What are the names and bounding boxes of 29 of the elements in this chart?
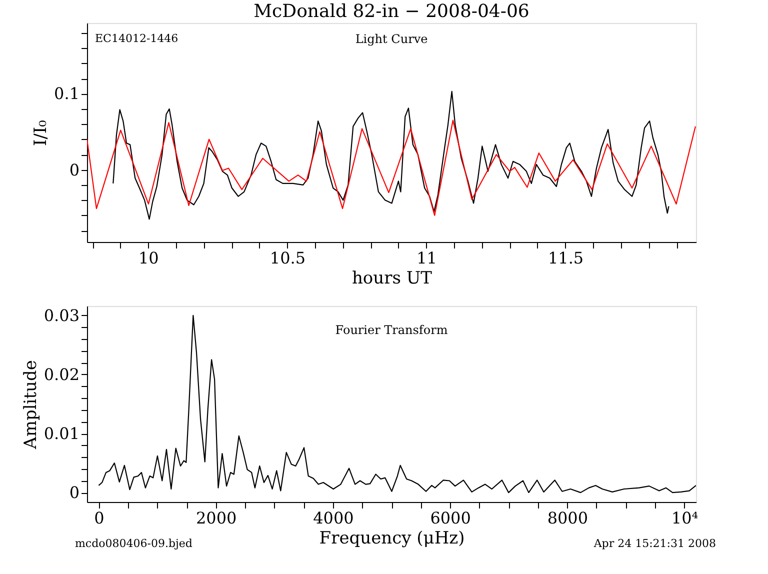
x-axis-title: hours UT (352, 268, 433, 288)
y-tick-label: 0.03 (44, 306, 80, 325)
text: Apr 24 15:21:31 2008 (592, 537, 716, 550)
y-tick-label: 0 (69, 160, 80, 180)
x-tick-label: 11 (416, 248, 437, 268)
y-axis-title: Amplitude (20, 360, 41, 450)
y-axis-title: I/I₀ (31, 120, 52, 146)
y-tick-label: 0.1 (54, 84, 80, 104)
annotation: EC14012-1446 (95, 32, 178, 45)
x-tick-label: 0 (94, 508, 104, 528)
line-series (98, 314, 696, 494)
x-tick-label: 11.5 (548, 248, 584, 268)
chart-title: McDonald 82-in − 2008-04-06 (254, 1, 530, 22)
x-tick-label: 2000 (196, 508, 237, 528)
y-tick-label: 0.02 (44, 364, 80, 384)
x-tick-label: 4000 (313, 508, 354, 528)
x-tick-label: 10.5 (270, 248, 306, 268)
text: mcdo080406-09.bjed (75, 537, 192, 550)
x-tick-label: 10 (138, 248, 159, 268)
y-tick-label: 0.01 (44, 424, 80, 444)
annotation: Light Curve (355, 32, 428, 46)
x-tick-label: 6000 (430, 508, 471, 528)
y-tick-label: 0 (69, 483, 80, 502)
x-tick-label: 10⁴ (671, 508, 698, 528)
x-tick-label: 8000 (547, 508, 588, 528)
line-series (87, 120, 696, 216)
annotation: Fourier Transform (335, 323, 448, 337)
line-series (112, 90, 670, 220)
x-axis-title: Frequency (μHz) (319, 528, 465, 548)
